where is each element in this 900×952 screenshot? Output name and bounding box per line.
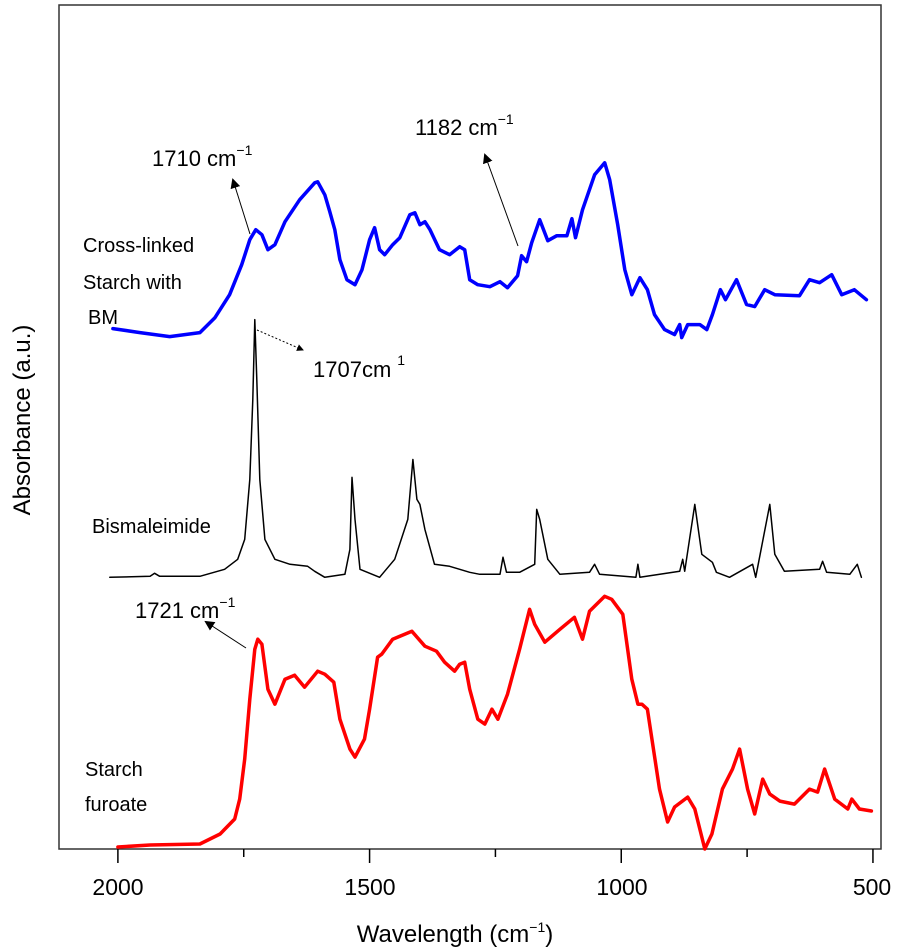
annotation-1721: 1721 cm−1 [135,594,236,623]
x-tick-label-500: 500 [853,874,891,900]
y-axis-title: Absorbance (a.u.) [9,325,36,516]
x-axis-title: Wavelength (cm−1) [357,919,553,948]
series-label-crosslinked-line1: Cross-linked [83,235,194,257]
annotation-arrow-1721 [204,620,247,649]
annotation-arrow-1707 [256,329,304,351]
annotation-1707: 1707cm 1 [313,352,405,382]
x-tick-label-1500: 1500 [344,874,395,900]
series-label-crosslinked-line2: Starch with [83,272,182,294]
plot-frame [58,4,882,850]
series-line-starch-furoate [116,594,874,851]
series-label-crosslinked-line3: BM [88,307,118,329]
annotation-arrow-1710 [230,178,251,235]
series-label-furoate-line1: Starch [85,759,143,781]
series-label-bismaleimide: Bismaleimide [92,516,211,538]
series-label-furoate-line2: furoate [85,794,147,816]
x-tick-label-2000: 2000 [92,874,143,900]
series-line-cross-linked-starch-with-bm [111,161,869,340]
x-axis-ticks [117,849,874,863]
annotation-arrow-1182 [483,153,519,247]
annotation-1710: 1710 cm−1 [152,142,253,171]
x-tick-label-1000: 1000 [596,874,647,900]
series-lines [109,161,874,851]
series-line-bismaleimide [109,318,863,579]
annotation-1182: 1182 cm−1 [415,111,514,140]
